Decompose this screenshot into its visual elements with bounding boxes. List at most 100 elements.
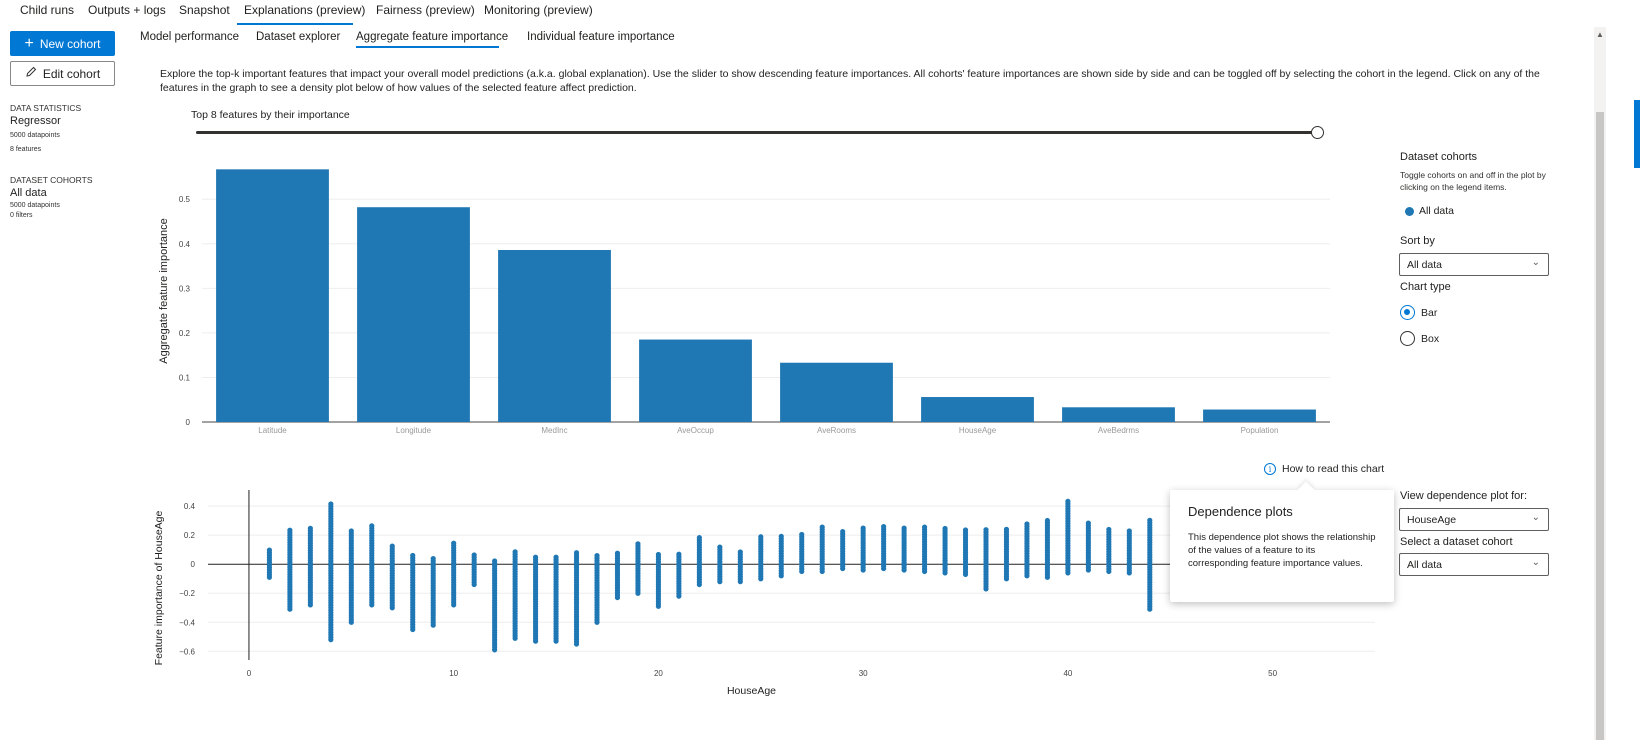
data-statistics-heading: DATA STATISTICS bbox=[10, 103, 82, 113]
toggle-cohorts-help: Toggle cohorts on and off in the plot by… bbox=[1400, 170, 1546, 192]
scatter-point bbox=[717, 544, 723, 550]
legend-dot-icon bbox=[1405, 206, 1414, 216]
topk-slider-track[interactable] bbox=[196, 131, 1317, 134]
scatter-point bbox=[1106, 526, 1112, 533]
select-cohort-value: All data bbox=[1407, 559, 1443, 571]
select-cohort-label: Select a dataset cohort bbox=[1400, 536, 1513, 548]
chart-type-box-radio[interactable]: Box bbox=[1400, 331, 1439, 346]
scatter-point bbox=[921, 524, 928, 530]
datapoints-count: 5000 datapoints bbox=[10, 132, 60, 139]
scatter-point bbox=[676, 551, 682, 557]
how-to-read-label: How to read this chart bbox=[1282, 463, 1385, 475]
chevron-down-icon: ⌄ bbox=[1531, 557, 1540, 568]
scatter-point bbox=[758, 534, 764, 540]
legend-label: All data bbox=[1419, 205, 1455, 217]
scatter-xtick-label: 50 bbox=[1268, 669, 1277, 678]
scatter-point bbox=[962, 527, 969, 533]
scatter-xtick-label: 10 bbox=[449, 669, 458, 678]
scatter-xtick-label: 30 bbox=[859, 669, 868, 678]
bar-averooms bbox=[780, 362, 893, 422]
model-type: Regressor bbox=[10, 115, 61, 127]
chart-type-bar-radio[interactable]: Bar bbox=[1400, 305, 1437, 320]
dependence-plot-label: View dependence plot for: bbox=[1400, 490, 1527, 502]
bar-option-label: Bar bbox=[1421, 306, 1438, 319]
bar-xtick-label: MedInc bbox=[541, 426, 567, 435]
bar-medinc bbox=[498, 249, 611, 422]
scatter-point bbox=[737, 549, 743, 555]
scatter-point bbox=[819, 524, 825, 530]
scatter-point bbox=[696, 535, 702, 541]
scatter-point bbox=[430, 555, 436, 562]
active-subtab-indicator bbox=[356, 46, 499, 48]
active-tab-indicator bbox=[237, 23, 353, 25]
bar-y-axis-label: Aggregate feature importance bbox=[158, 218, 170, 364]
bar-ytick-label: 0.4 bbox=[179, 240, 191, 249]
tab-snapshot[interactable]: Snapshot bbox=[179, 3, 230, 17]
scatter-point bbox=[1085, 520, 1091, 526]
dependence-plots-callout: Dependence plots This dependence plot sh… bbox=[1170, 490, 1394, 602]
scatter-ytick-label: −0.2 bbox=[179, 589, 195, 598]
scatter-point bbox=[1024, 521, 1030, 527]
pencil-icon bbox=[25, 66, 37, 81]
radio-unselected-icon bbox=[1400, 331, 1415, 346]
subtab-dataset-explorer[interactable]: Dataset explorer bbox=[256, 31, 341, 43]
dependence-feature-dropdown[interactable]: HouseAge ⌄ bbox=[1399, 508, 1549, 531]
scatter-point bbox=[532, 554, 539, 560]
scatter-xtick-label: 0 bbox=[247, 669, 252, 678]
sort-by-dropdown[interactable]: All data ⌄ bbox=[1399, 253, 1549, 276]
scatter-point bbox=[614, 550, 621, 556]
scatter-point bbox=[471, 552, 477, 558]
bar-ytick-label: 0.3 bbox=[179, 284, 191, 293]
scatter-ytick-label: 0.4 bbox=[184, 502, 196, 511]
scatter-point bbox=[860, 525, 866, 531]
side-accent-strip bbox=[1634, 100, 1640, 168]
dataset-cohorts-heading: DATASET COHORTS bbox=[10, 175, 93, 185]
scatter-point bbox=[1044, 517, 1051, 524]
scatter-point bbox=[594, 553, 600, 559]
bar-longitude bbox=[357, 207, 470, 422]
bar-ytick-label: 0.1 bbox=[179, 373, 191, 382]
scatter-ytick-label: −0.4 bbox=[179, 618, 195, 627]
tab-child-runs[interactable]: Child runs bbox=[20, 3, 75, 17]
tab-explanations[interactable]: Explanations (preview) bbox=[244, 3, 366, 17]
bar-ytick-label: 0 bbox=[186, 418, 191, 427]
select-cohort-dropdown[interactable]: All data ⌄ bbox=[1399, 553, 1549, 576]
topk-slider-handle[interactable] bbox=[1311, 126, 1324, 139]
bar-xtick-label: Latitude bbox=[258, 426, 287, 435]
bar-xtick-label: HouseAge bbox=[959, 426, 997, 435]
bar-population bbox=[1203, 409, 1316, 422]
scatter-point bbox=[573, 550, 580, 556]
subtab-aggregate-feature-importance[interactable]: Aggregate feature importance bbox=[356, 31, 509, 43]
scatter-point bbox=[840, 528, 846, 535]
scrollbar-thumb[interactable] bbox=[1596, 112, 1604, 740]
scatter-point bbox=[348, 528, 354, 534]
aggregate-importance-bar-chart: 0 0.1 0.2 0.3 0.4 0.5 Latitude Longitude MedInc A… bbox=[158, 169, 1330, 435]
bar-ytick-label: 0.5 bbox=[179, 195, 191, 204]
plus-icon: + bbox=[24, 34, 34, 52]
scatter-point bbox=[451, 540, 457, 546]
bar-xtick-label: Longitude bbox=[396, 426, 432, 435]
scatter-xtick-label: 20 bbox=[654, 669, 663, 678]
scatter-point bbox=[881, 524, 887, 530]
topk-label: Top 8 features by their importance bbox=[191, 109, 350, 121]
scatter-point bbox=[512, 549, 518, 555]
how-to-read-chart-link[interactable]: i How to read this chart bbox=[1264, 463, 1384, 475]
scatter-point bbox=[492, 558, 498, 564]
scatter-point bbox=[328, 501, 334, 507]
scatter-point bbox=[778, 533, 784, 539]
tab-fairness[interactable]: Fairness (preview) bbox=[376, 3, 475, 17]
scatter-xtick-label: 40 bbox=[1063, 669, 1072, 678]
subtab-model-performance[interactable]: Model performance bbox=[140, 31, 240, 43]
tab-monitoring[interactable]: Monitoring (preview) bbox=[484, 3, 593, 17]
sort-by-value: All data bbox=[1407, 259, 1443, 271]
subtab-individual-feature-importance[interactable]: Individual feature importance bbox=[527, 31, 675, 43]
legend-item-all-data[interactable]: All data bbox=[1405, 205, 1454, 217]
tab-outputs-logs[interactable]: Outputs + logs bbox=[88, 3, 166, 17]
scatter-point bbox=[410, 552, 416, 559]
dataset-cohorts-title: Dataset cohorts bbox=[1400, 151, 1478, 163]
scroll-up-arrow-icon[interactable]: ▲ bbox=[1596, 30, 1604, 39]
new-cohort-button[interactable]: + New cohort bbox=[10, 31, 115, 56]
scatter-point bbox=[1147, 517, 1153, 523]
scatter-point bbox=[287, 527, 293, 533]
edit-cohort-button[interactable]: Edit cohort bbox=[10, 61, 115, 86]
